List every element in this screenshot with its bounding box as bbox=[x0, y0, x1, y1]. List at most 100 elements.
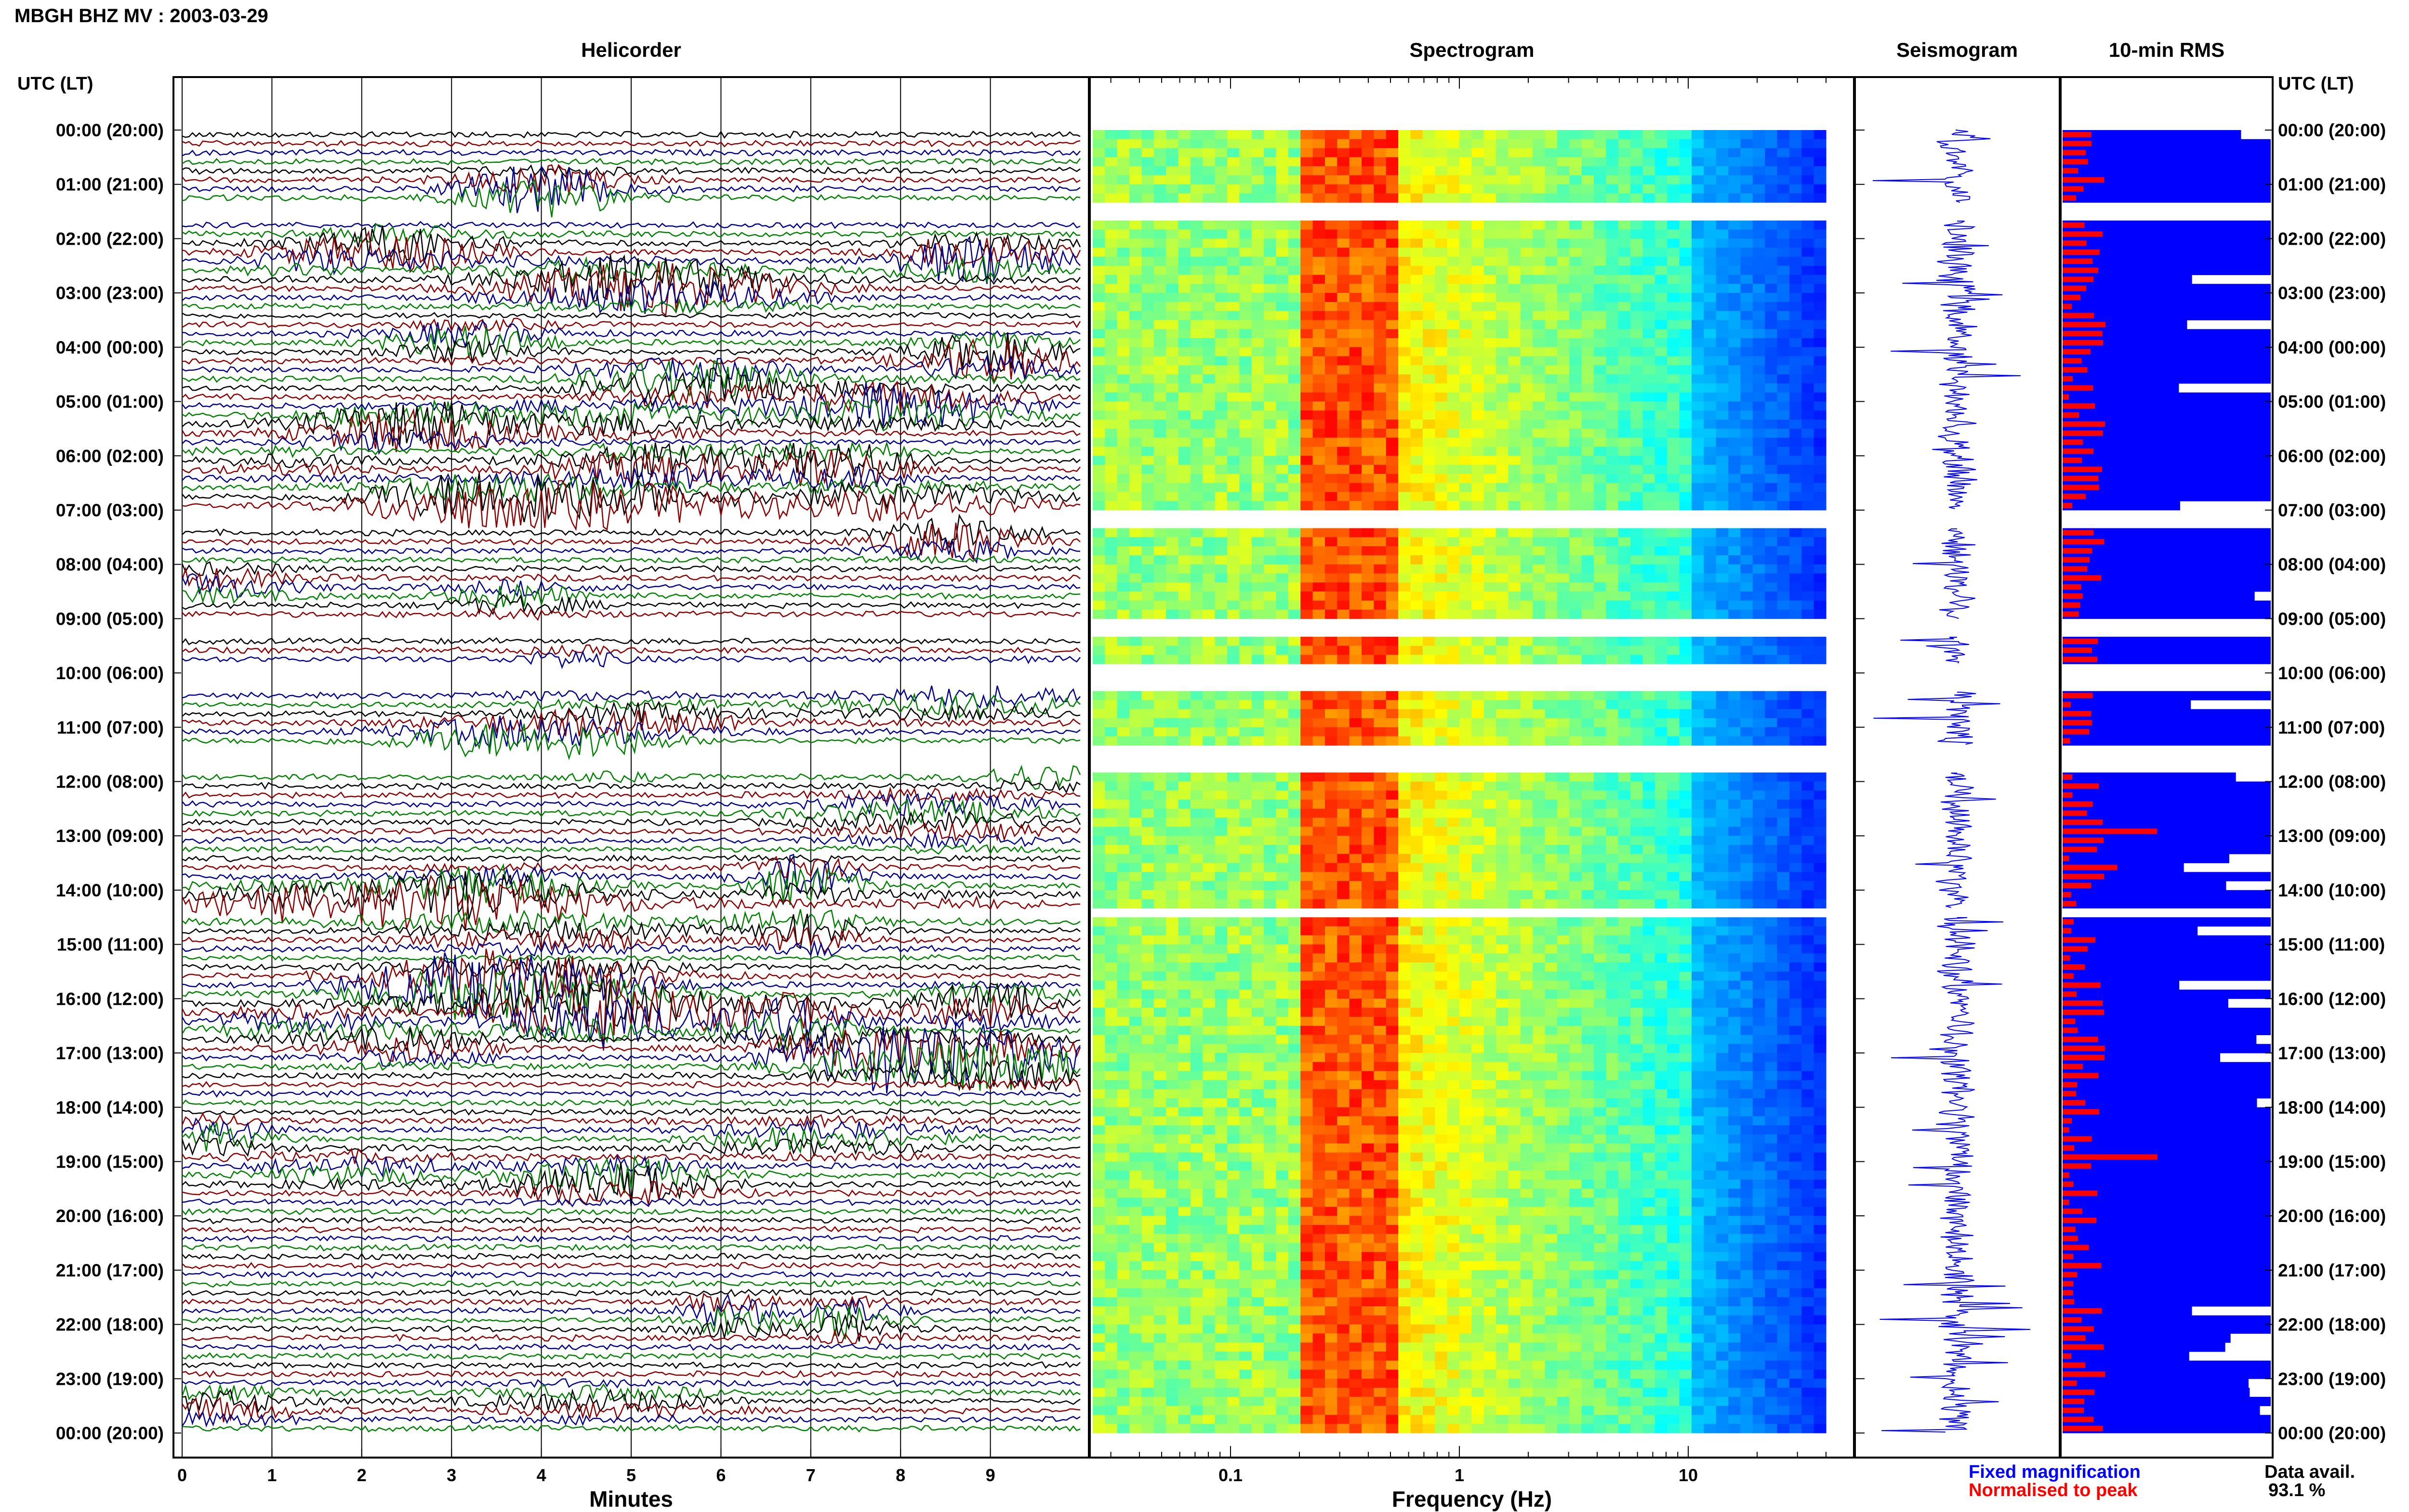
spectrogram-cell bbox=[1374, 781, 1387, 791]
spectrogram-cell bbox=[1093, 709, 1105, 719]
spectrogram-cell bbox=[1545, 193, 1558, 203]
spectrogram-cell bbox=[1203, 935, 1216, 945]
spectrogram-cell bbox=[1239, 962, 1252, 972]
spectrogram-cell bbox=[1618, 392, 1631, 402]
spectrogram-cell bbox=[1533, 790, 1546, 800]
spectrogram-cell bbox=[1300, 157, 1313, 167]
spectrogram-cell bbox=[1728, 700, 1741, 710]
spectrogram-cell bbox=[1496, 320, 1509, 329]
spectrogram-cell bbox=[1569, 347, 1582, 357]
spectrogram-cell bbox=[1789, 166, 1802, 176]
spectrogram-cell bbox=[1520, 175, 1533, 185]
spectrogram-cell bbox=[1227, 483, 1240, 492]
spectrogram-cell bbox=[1655, 401, 1668, 411]
spectrogram-cell bbox=[1288, 645, 1301, 655]
spectrogram-cell bbox=[1581, 383, 1594, 393]
spectrogram-cell bbox=[1227, 953, 1240, 963]
spectrogram-cell bbox=[1227, 836, 1240, 845]
spectrogram-cell bbox=[1386, 320, 1399, 329]
spectrogram-cell bbox=[1203, 220, 1216, 230]
spectrogram-cell bbox=[1496, 220, 1509, 230]
spectrogram-cell bbox=[1533, 600, 1546, 610]
spectrogram-cell bbox=[1129, 827, 1142, 836]
spectrogram-cell bbox=[1569, 428, 1582, 438]
spectrogram-cell bbox=[1642, 329, 1655, 339]
spectrogram-cell bbox=[1410, 374, 1423, 384]
spectrogram-cell bbox=[1533, 483, 1546, 492]
spectrogram-cell bbox=[1325, 492, 1337, 501]
spectrogram-cell bbox=[1288, 428, 1301, 438]
spectrogram-cell bbox=[1300, 275, 1313, 284]
spectrogram-cell bbox=[1435, 772, 1448, 782]
spectrogram-cell bbox=[1483, 935, 1496, 945]
spectrogram-cell bbox=[1178, 338, 1191, 348]
spectrogram-cell bbox=[1422, 546, 1435, 556]
spectrogram-cell bbox=[1642, 193, 1655, 203]
spectrogram-cell bbox=[1606, 275, 1619, 284]
spectrogram-cell bbox=[1728, 772, 1741, 782]
spectrogram-cell bbox=[1569, 899, 1582, 908]
spectrogram-cell bbox=[1153, 836, 1166, 845]
spectrogram-cell bbox=[1459, 265, 1472, 276]
spectrogram-cell bbox=[1483, 157, 1496, 167]
spectrogram-cell bbox=[1239, 265, 1252, 276]
helicorder-trace bbox=[182, 811, 1081, 834]
spectrogram-cell bbox=[1533, 781, 1546, 791]
spectrogram-cell bbox=[1728, 727, 1741, 737]
spectrogram-cell bbox=[1398, 483, 1411, 492]
spectrogram-cell bbox=[1251, 193, 1264, 203]
spectrogram-cell bbox=[1203, 953, 1216, 963]
spectrogram-cell bbox=[1264, 555, 1277, 565]
spectrogram-cell bbox=[1679, 275, 1692, 284]
spectrogram-cell bbox=[1422, 718, 1435, 728]
spectrogram-cell bbox=[1777, 130, 1790, 140]
spectrogram-cell bbox=[1362, 184, 1375, 194]
spectrogram-cell bbox=[1105, 483, 1118, 492]
spectrogram-cell bbox=[1153, 962, 1166, 972]
spectrogram-cell bbox=[1716, 175, 1729, 185]
helicorder-trace bbox=[182, 1207, 1081, 1216]
spectrogram-cell bbox=[1190, 727, 1203, 737]
spectrogram-cell bbox=[1362, 845, 1375, 855]
spectrogram-cell bbox=[1630, 718, 1643, 728]
spectrogram-cell bbox=[1422, 691, 1435, 700]
spectrogram-cell bbox=[1606, 483, 1619, 492]
spectrogram-cell bbox=[1141, 718, 1154, 728]
spectrogram-cell bbox=[1642, 917, 1655, 927]
spectrogram-cell bbox=[1471, 365, 1484, 375]
spectrogram-cell bbox=[1166, 374, 1179, 384]
spectrogram-cell bbox=[1569, 926, 1582, 936]
spectrogram-cell bbox=[1594, 709, 1606, 719]
spectrogram-cell bbox=[1642, 537, 1655, 547]
spectrogram-cell bbox=[1569, 953, 1582, 963]
spectrogram-cell bbox=[1692, 465, 1704, 474]
spectrogram-cell bbox=[1594, 564, 1606, 574]
spectrogram-cell bbox=[1471, 392, 1484, 402]
spectrogram-cell bbox=[1362, 265, 1375, 276]
spectrogram-cell bbox=[1435, 473, 1448, 484]
spectrogram-cell bbox=[1777, 311, 1790, 320]
spectrogram-cell bbox=[1447, 592, 1460, 601]
spectrogram-cell bbox=[1105, 139, 1118, 149]
spectrogram-cell bbox=[1239, 148, 1252, 158]
spectrogram-cell bbox=[1276, 600, 1289, 610]
spectrogram-cell bbox=[1483, 284, 1496, 293]
spectrogram-cell bbox=[1362, 736, 1375, 746]
spectrogram-cell bbox=[1630, 863, 1643, 872]
spectrogram-cell bbox=[1398, 781, 1411, 791]
spectrogram-cell bbox=[1569, 329, 1582, 339]
spectrogram-cell bbox=[1166, 265, 1179, 276]
spectrogram-cell bbox=[1569, 636, 1582, 646]
spectrogram-cell bbox=[1325, 293, 1337, 302]
spectrogram-cell bbox=[1093, 392, 1105, 402]
spectrogram-cell bbox=[1325, 528, 1337, 538]
spectrogram-cell bbox=[1312, 700, 1325, 710]
spectrogram-cell bbox=[1190, 248, 1203, 257]
spectrogram-cell bbox=[1166, 781, 1179, 791]
spectrogram-cell bbox=[1251, 953, 1264, 963]
spectrogram-cell bbox=[1704, 320, 1717, 329]
spectrogram-cell bbox=[1325, 193, 1337, 203]
spectrogram-cell bbox=[1447, 447, 1460, 456]
spectrogram-cell bbox=[1765, 437, 1778, 447]
spectrogram-cell bbox=[1251, 537, 1264, 547]
